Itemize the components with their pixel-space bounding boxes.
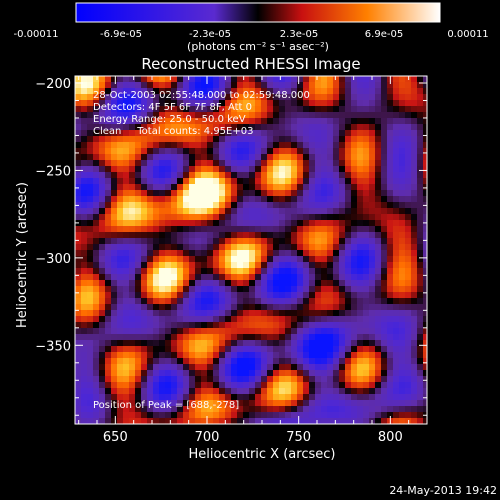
colorbar-tick-label: 0.00011 [447,29,488,40]
y-tick-label: −300 [35,252,71,267]
colorbar: -0.00011 -6.9e-05 -2.3e-05 2.3e-05 6.9e-05 0.… [14,2,489,53]
colorbar-ticks: -0.00011 -6.9e-05 -2.3e-05 2.3e-05 6.9e-05 0.… [14,29,489,40]
annotation-clean-counts: Clean Total counts: 4.95E+03 [93,126,253,137]
x-tick-label: 800 [378,430,403,445]
x-tick-label: 650 [103,430,128,445]
colorbar-tick-label: -0.00011 [14,29,59,40]
y-axis-label: Heliocentric Y (arcsec) [15,182,30,328]
axis-ticks [75,76,428,424]
y-tick-label: −250 [35,164,71,179]
y-tick-labels: −200 −250 −300 −350 [35,77,71,354]
x-axis-label: Heliocentric X (arcsec) [189,447,336,462]
colorbar-tick-label: -2.3e-05 [189,29,231,40]
annotation-energy-range: Energy Range: 25.0 - 50.0 keV [93,114,246,125]
annotation-detectors: Detectors: 4F 5F 6F 7F 8F, Att 0 [93,102,252,113]
x-tick-label: 700 [195,430,220,445]
colorbar-gradient [75,2,441,23]
plot-frame [74,75,428,425]
heatmap-image [75,76,427,424]
colorbar-unit-label: (photons cm⁻² s⁻¹ asec⁻²) [187,40,329,53]
y-tick-label: −350 [35,339,71,354]
chart-title: Reconstructed RHESSI Image [141,55,360,73]
peak-position-label: Position of Peak = [688,-278] [93,400,239,411]
footer-timestamp: 24-May-2013 19:42 [389,484,497,497]
x-tick-label: 750 [286,430,311,445]
colorbar-tick-label: 2.3e-05 [280,29,318,40]
y-tick-label: −200 [35,77,71,92]
colorbar-tick-label: -6.9e-05 [100,29,142,40]
x-tick-labels: 650 700 750 800 [103,430,403,445]
annotation-time-range: 28-Oct-2003 02:55:48.000 to 02:59:48.000 [93,90,310,101]
colorbar-tick-label: 6.9e-05 [365,29,403,40]
info-annotations: 28-Oct-2003 02:55:48.000 to 02:59:48.000… [93,90,310,137]
